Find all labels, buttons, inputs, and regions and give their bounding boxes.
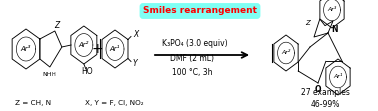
Text: Z: Z [306, 20, 310, 26]
Text: Smiles rearrangement: Smiles rearrangement [143, 7, 257, 16]
Text: DMF (2 mL): DMF (2 mL) [170, 55, 214, 63]
Text: X, Y = F, Cl, NO₂: X, Y = F, Cl, NO₂ [85, 100, 143, 106]
Text: 100 °C, 3h: 100 °C, 3h [172, 67, 212, 76]
Text: HO: HO [81, 67, 93, 76]
Text: +: + [91, 42, 103, 56]
Text: X: X [133, 30, 138, 39]
Text: Ar²: Ar² [79, 42, 89, 48]
Text: Ar³: Ar³ [327, 8, 337, 13]
Text: NH: NH [42, 71, 52, 76]
Text: Z: Z [54, 21, 59, 30]
Text: 27 examples: 27 examples [301, 87, 349, 96]
Text: Ar¹: Ar¹ [333, 74, 343, 79]
Text: Ar¹: Ar¹ [110, 46, 120, 52]
Text: 46-99%: 46-99% [310, 99, 340, 108]
Text: Z = CH, N: Z = CH, N [15, 100, 51, 106]
Text: K₃PO₄ (3.0 equiv): K₃PO₄ (3.0 equiv) [162, 39, 228, 48]
Text: H: H [52, 71, 56, 76]
Text: Y: Y [133, 59, 138, 68]
Text: Ar²: Ar² [281, 51, 291, 56]
Text: N: N [331, 26, 337, 35]
Text: Ar³: Ar³ [21, 46, 31, 52]
Text: O: O [315, 84, 321, 93]
